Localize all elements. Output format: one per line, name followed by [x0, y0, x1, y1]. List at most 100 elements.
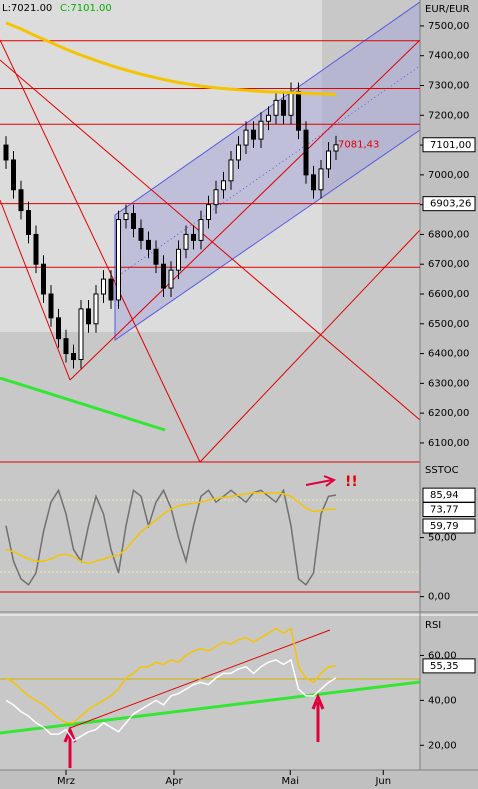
value-box-label: 73,77: [430, 505, 459, 516]
candle-body: [33, 233, 39, 265]
candle-body: [221, 180, 226, 191]
candle-body: [258, 120, 264, 140]
y-tick-label: 60,00: [428, 650, 457, 661]
y-tick-label: 7200,00: [428, 110, 469, 121]
value-box: [422, 658, 476, 674]
candle-body: [56, 317, 61, 340]
y-tick-label: 20,00: [428, 740, 457, 751]
candle-body: [71, 353, 76, 361]
candle-body: [161, 263, 166, 289]
candle-body: [168, 269, 174, 289]
y-tick-label: 0,00: [428, 592, 450, 603]
candle-body: [236, 144, 241, 161]
y-tick-label: 7500,00: [428, 21, 469, 32]
value-box: [422, 502, 476, 518]
candle-body: [63, 338, 69, 355]
candle-body: [191, 233, 196, 241]
value-box: [422, 137, 476, 153]
candle-body: [303, 129, 309, 176]
value-box-label: 55,35: [430, 661, 459, 672]
candle-body: [326, 150, 331, 170]
candle-body: [3, 144, 9, 161]
x-tick-label: Mai: [281, 776, 299, 787]
candle-body: [26, 210, 31, 235]
support-line: [0, 376, 166, 432]
candle-body: [48, 293, 54, 319]
arrow: [311, 693, 325, 742]
y-tick-label: 6800,00: [428, 229, 469, 240]
value-box-label: 6903,26: [430, 199, 471, 210]
candle-body: [311, 174, 316, 191]
candle-body: [318, 168, 324, 191]
annotation: !!: [345, 474, 358, 490]
candle-body: [206, 204, 211, 221]
y-tick-label: 6500,00: [428, 319, 469, 330]
candle-body: [78, 308, 84, 361]
candle-body: [41, 263, 46, 295]
symbol: EUR/EUR: [425, 4, 470, 15]
candle-body: [266, 114, 271, 122]
trendline: [0, 59, 421, 421]
y-tick-label: 6700,00: [428, 259, 469, 270]
x-tick-label: Apr: [165, 776, 183, 787]
candle-body: [18, 189, 24, 212]
y-tick-label: 7000,00: [428, 170, 469, 181]
x-tick-label: Jun: [374, 776, 391, 787]
info-low: L:7021.00: [2, 3, 52, 14]
price-annotation: 7081,43: [338, 140, 379, 151]
x-tick-label: Mrz: [57, 776, 75, 787]
y-tick-label: 6600,00: [428, 289, 469, 300]
value-box-label: 59,79: [430, 521, 459, 532]
candle-body: [108, 278, 114, 301]
value-box-label: 85,94: [430, 490, 459, 501]
series-line: [5, 488, 337, 586]
candle-body: [243, 129, 249, 146]
trendline: [199, 229, 421, 463]
value-box: [422, 196, 476, 212]
pane-title: RSI: [425, 620, 441, 631]
series-line: [5, 658, 337, 742]
series-line: [5, 627, 337, 724]
candle-body: [198, 219, 204, 241]
trendlines: [0, 39, 421, 463]
arrow: [305, 475, 337, 487]
y-tick-label: 7400,00: [428, 51, 469, 62]
y-tick-label: 6300,00: [428, 378, 469, 389]
y-tick-label: 6400,00: [428, 349, 469, 360]
series-line: [5, 21, 337, 96]
candle-body: [101, 278, 106, 295]
candle-body: [281, 99, 286, 116]
candle-body: [131, 213, 136, 229]
trendline: [69, 39, 421, 381]
y-tick-label: 6100,00: [428, 438, 469, 449]
candle-body: [146, 239, 151, 250]
candle-body: [138, 227, 144, 241]
candle-body: [333, 144, 339, 152]
candle-body: [288, 90, 294, 116]
rsi-support: [0, 680, 421, 735]
candle-body: [213, 189, 219, 206]
y-tick-label: 6200,00: [428, 408, 469, 419]
candle-body: [183, 233, 189, 250]
series-line: [5, 491, 336, 565]
candle-body: [11, 159, 16, 191]
trendline: [0, 39, 201, 463]
candle-body: [228, 159, 234, 182]
y-tick-label: 7300,00: [428, 80, 469, 91]
arrow: [63, 726, 77, 768]
value-box: [422, 518, 476, 534]
candle-body: [251, 129, 256, 140]
candle-body: [86, 308, 91, 325]
pane-title: SSTOC: [425, 465, 459, 476]
candle-body: [273, 99, 279, 116]
value-box-label: 7101,00: [430, 140, 471, 151]
candle-body: [176, 248, 181, 271]
candle-body: [296, 90, 301, 131]
y-tick-label: 50,00: [428, 533, 457, 544]
info-close: C:7101.00: [60, 3, 112, 14]
trendline: [0, 199, 71, 381]
candle-body: [123, 213, 129, 221]
y-tick-label: 40,00: [428, 695, 457, 706]
